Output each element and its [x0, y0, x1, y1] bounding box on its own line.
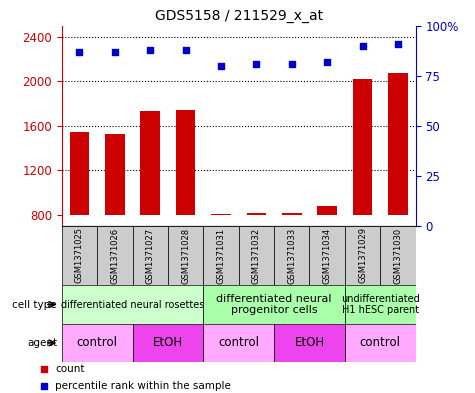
Point — [182, 46, 190, 53]
Point — [394, 40, 402, 47]
Bar — [176, 110, 195, 215]
Bar — [345, 285, 416, 324]
Bar — [133, 226, 168, 285]
Bar — [353, 79, 372, 215]
Text: GSM1371031: GSM1371031 — [217, 228, 226, 283]
Bar — [247, 213, 266, 215]
Text: count: count — [55, 364, 85, 374]
Text: GSM1371026: GSM1371026 — [110, 228, 119, 283]
Bar — [274, 226, 310, 285]
Text: agent: agent — [27, 338, 57, 348]
Point — [288, 61, 295, 67]
Bar — [62, 226, 97, 285]
Text: percentile rank within the sample: percentile rank within the sample — [55, 381, 231, 391]
Point — [217, 62, 225, 69]
Text: differentiated neural rosettes: differentiated neural rosettes — [61, 299, 204, 310]
Bar — [345, 324, 416, 362]
Point — [111, 48, 119, 55]
Text: EtOH: EtOH — [294, 336, 324, 349]
Bar — [203, 226, 238, 285]
Bar — [168, 226, 203, 285]
Text: undifferentiated
H1 hESC parent: undifferentiated H1 hESC parent — [341, 294, 419, 315]
Point — [146, 46, 154, 53]
Text: GSM1371025: GSM1371025 — [75, 228, 84, 283]
Text: control: control — [360, 336, 401, 349]
Bar — [133, 324, 203, 362]
Title: GDS5158 / 211529_x_at: GDS5158 / 211529_x_at — [155, 9, 323, 23]
Point — [76, 48, 83, 55]
Bar — [380, 226, 416, 285]
Bar — [62, 324, 133, 362]
Text: GSM1371029: GSM1371029 — [358, 228, 367, 283]
Bar — [62, 285, 203, 324]
Bar — [141, 111, 160, 215]
Bar — [203, 285, 345, 324]
Text: differentiated neural
progenitor cells: differentiated neural progenitor cells — [216, 294, 332, 315]
Bar — [238, 226, 274, 285]
Bar — [282, 213, 302, 215]
Text: GSM1371034: GSM1371034 — [323, 228, 332, 283]
Bar — [97, 226, 133, 285]
Text: GSM1371028: GSM1371028 — [181, 228, 190, 283]
Point — [253, 61, 260, 67]
Bar — [274, 324, 345, 362]
Bar — [105, 134, 124, 215]
Text: GSM1371033: GSM1371033 — [287, 227, 296, 284]
Bar — [70, 132, 89, 215]
Bar — [211, 214, 231, 215]
Point — [359, 42, 366, 49]
Text: GSM1371032: GSM1371032 — [252, 228, 261, 283]
Point — [323, 59, 331, 65]
Text: control: control — [218, 336, 259, 349]
Bar — [345, 226, 380, 285]
Bar — [310, 226, 345, 285]
Bar — [203, 324, 274, 362]
Bar — [317, 206, 337, 215]
Text: cell type: cell type — [12, 299, 57, 310]
Text: GSM1371030: GSM1371030 — [393, 228, 402, 283]
Text: EtOH: EtOH — [153, 336, 183, 349]
Bar — [388, 73, 408, 215]
Text: control: control — [76, 336, 118, 349]
Text: GSM1371027: GSM1371027 — [146, 228, 155, 283]
Point — [40, 383, 48, 389]
Point — [40, 365, 48, 372]
